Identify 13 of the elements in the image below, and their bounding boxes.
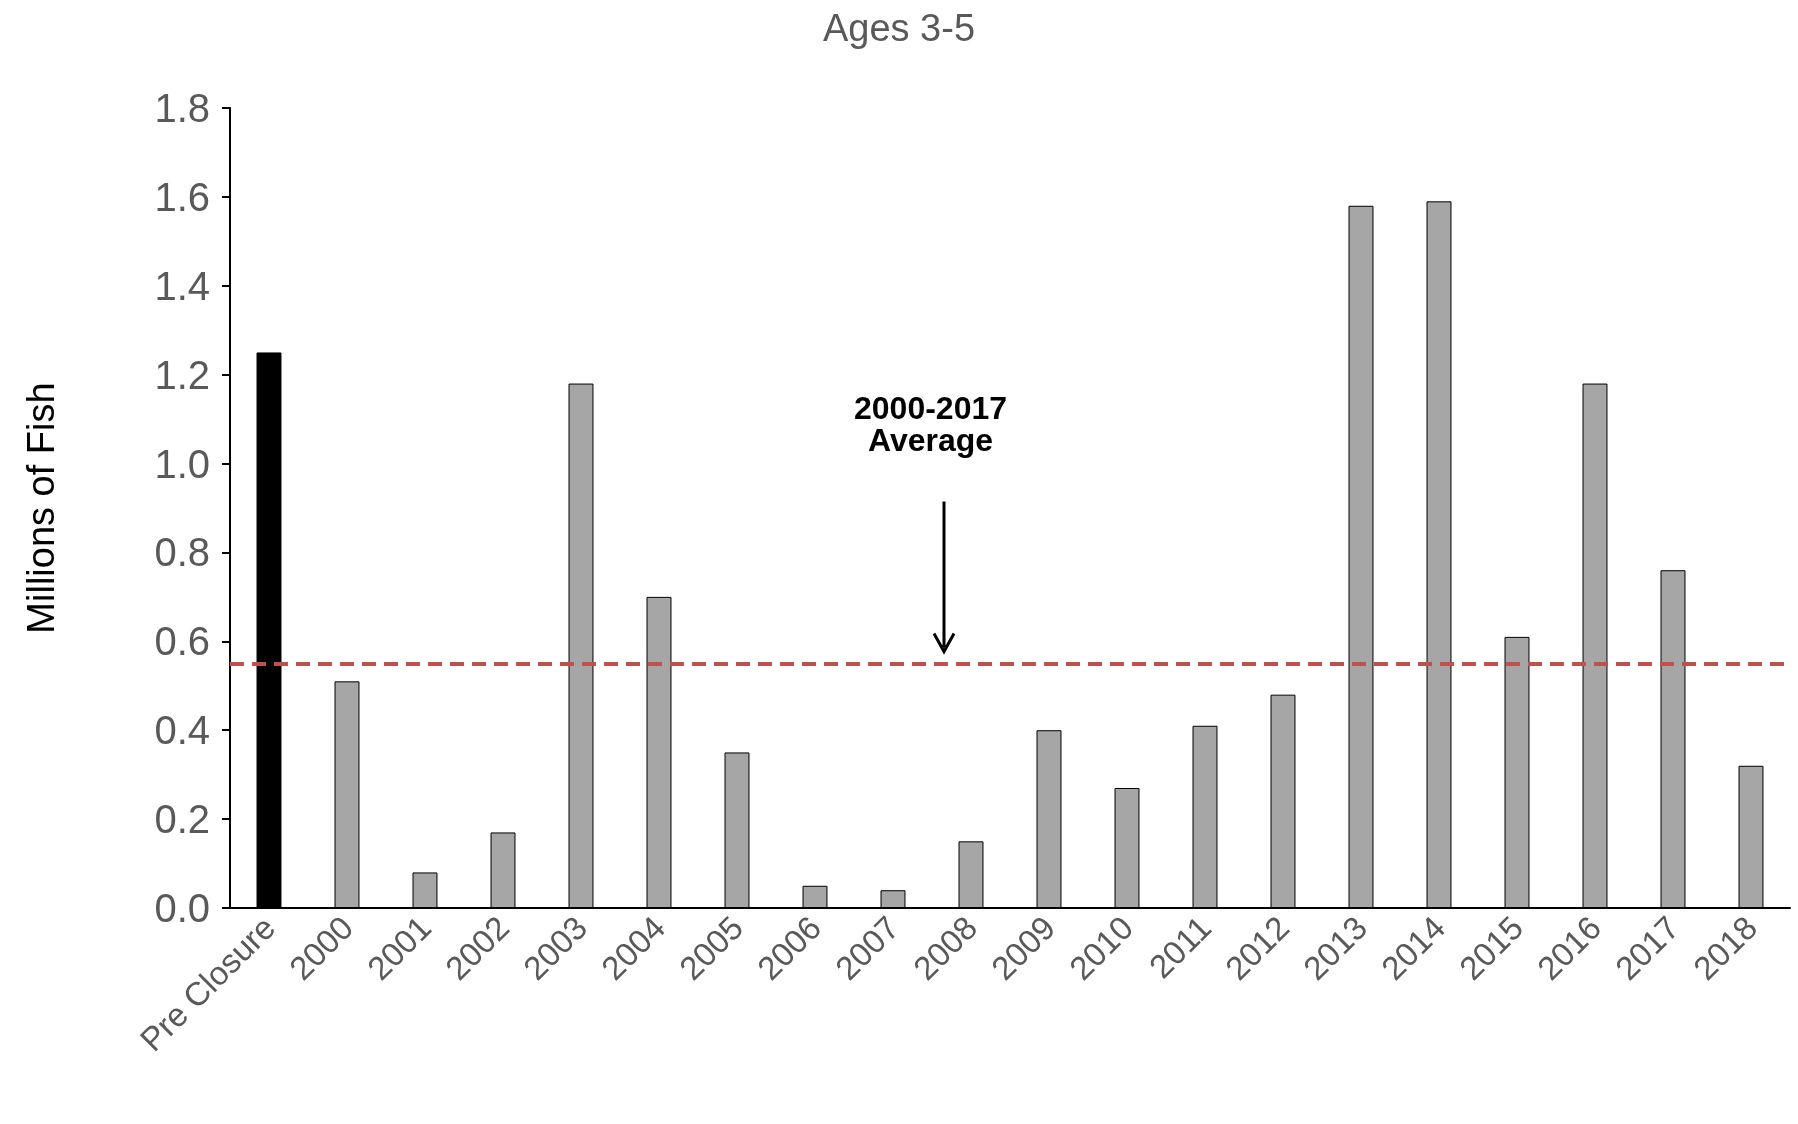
y-tick-label: 1.6 bbox=[154, 174, 210, 219]
y-tick-label: 1.8 bbox=[154, 86, 210, 130]
y-tick-label: 0.6 bbox=[154, 619, 210, 664]
y-tick-label: 1.0 bbox=[154, 441, 210, 486]
y-axis-title: Millions of Fish bbox=[20, 382, 62, 634]
y-tick-label: 0.0 bbox=[154, 886, 210, 930]
annotation: 2000-2017 Average bbox=[854, 389, 1008, 458]
y-tick-label: 0.8 bbox=[154, 530, 210, 575]
y-tick-label: 1.4 bbox=[154, 263, 210, 308]
chart-title: Ages 3-5 bbox=[822, 7, 976, 49]
y-tick-label: 0.4 bbox=[154, 708, 210, 753]
y-tick-label: 0.2 bbox=[154, 797, 210, 842]
y-tick-label: 1.2 bbox=[154, 352, 210, 397]
